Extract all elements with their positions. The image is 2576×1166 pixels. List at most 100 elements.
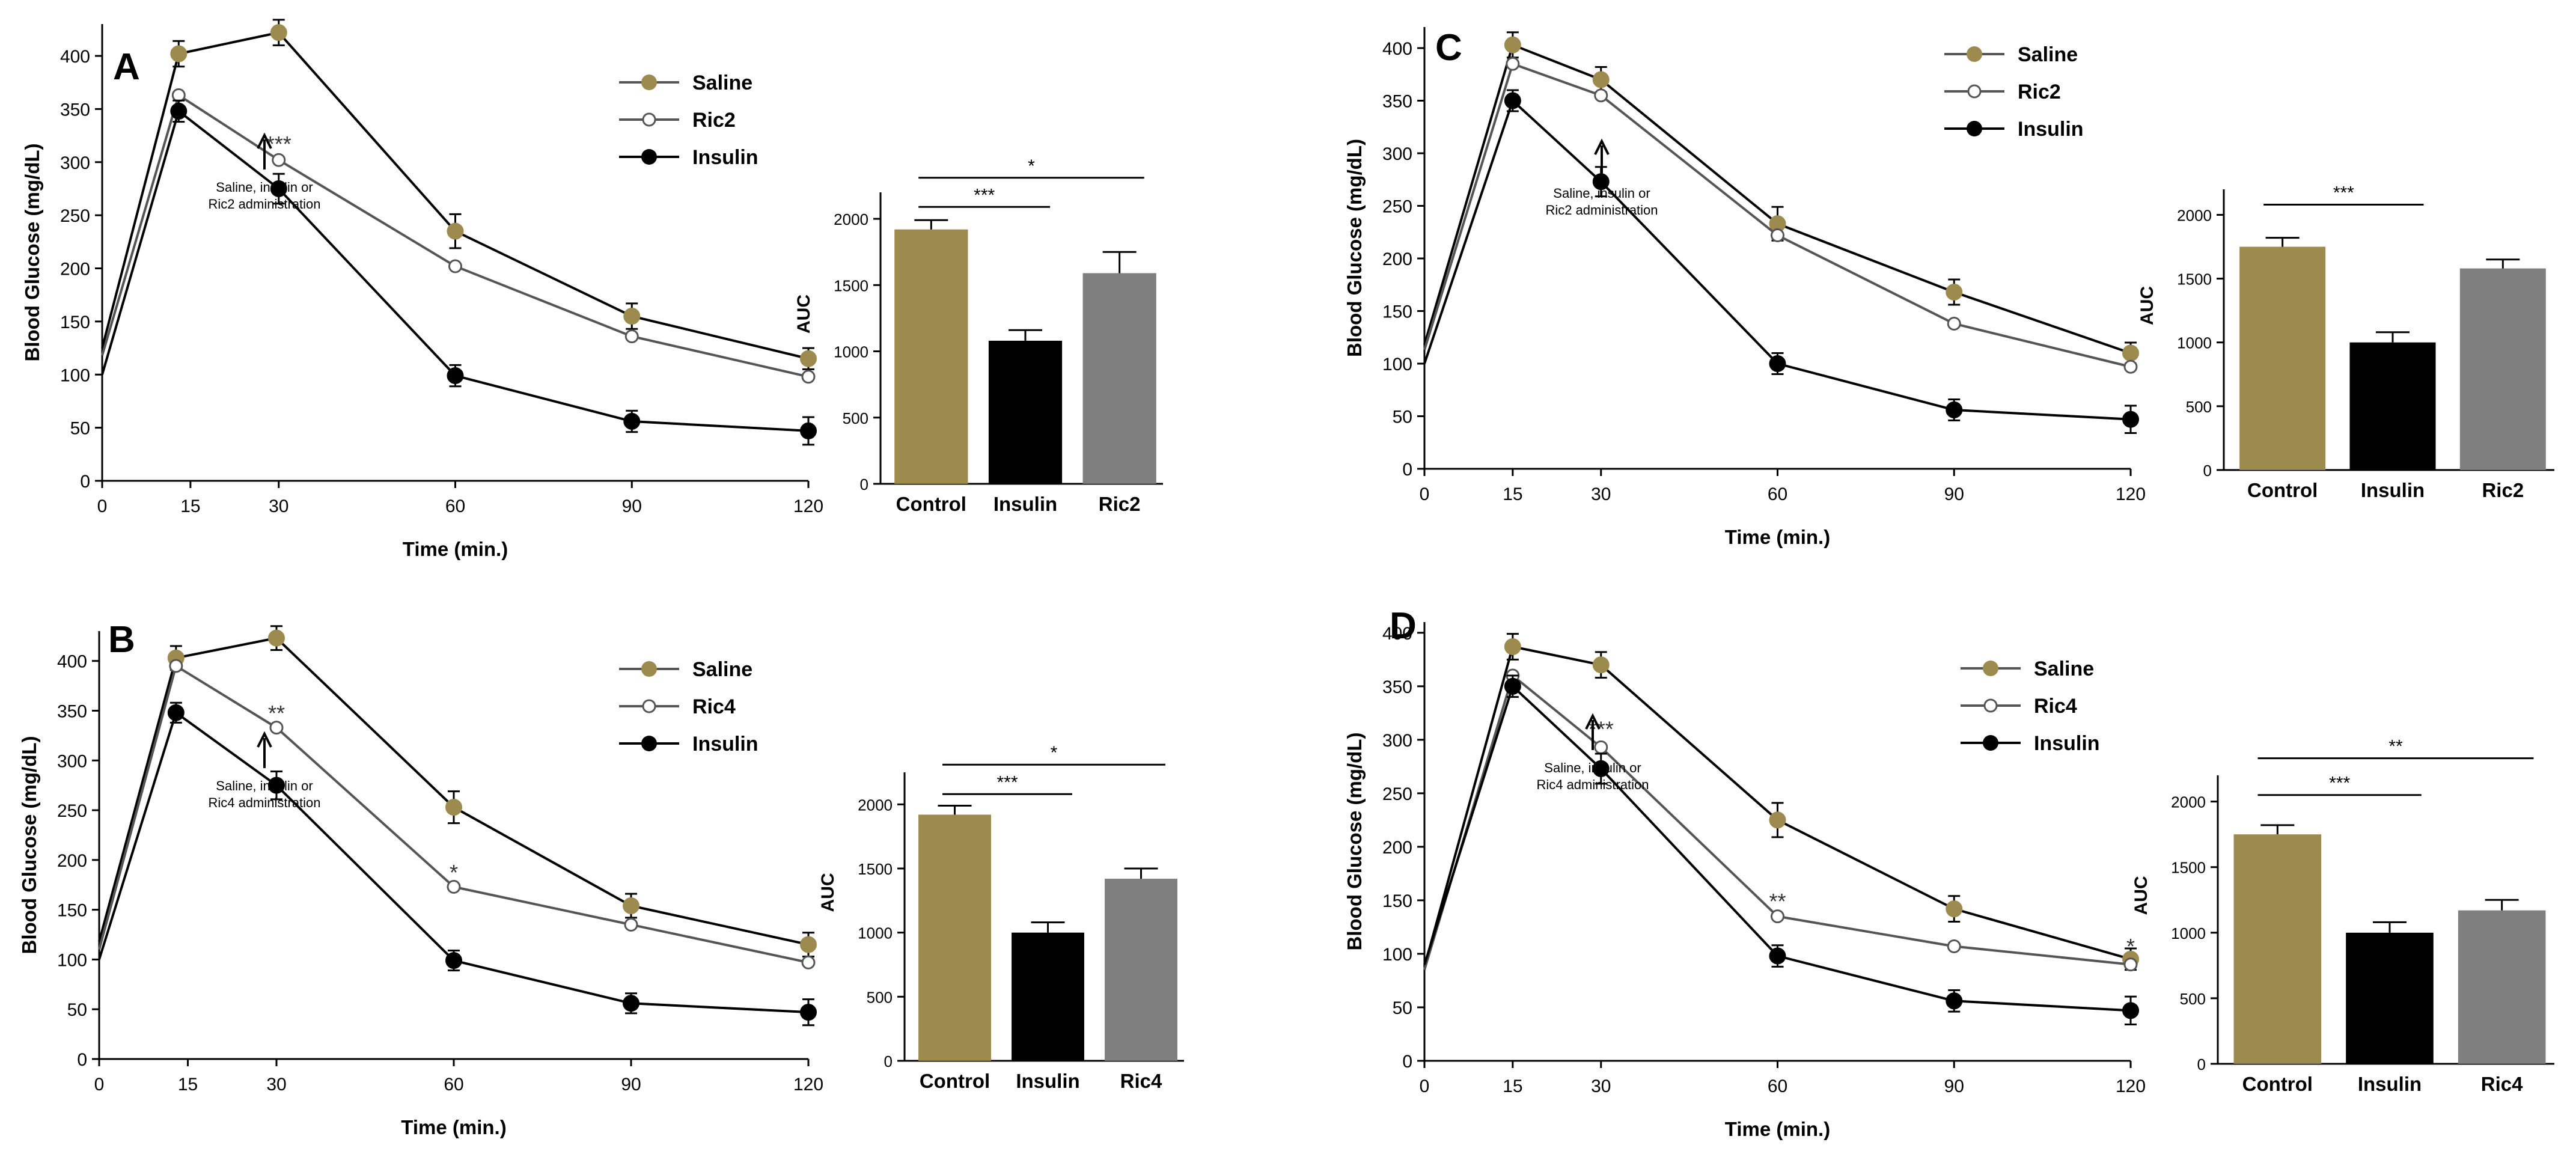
auc-y-label: AUC bbox=[2137, 286, 2157, 325]
panel-letter: C bbox=[1435, 27, 1462, 69]
x-tick-label: 30 bbox=[1591, 1076, 1611, 1096]
auc-y-tick-label: 1500 bbox=[2171, 859, 2206, 877]
arrow-head-icon bbox=[1594, 138, 1610, 155]
data-point bbox=[800, 350, 817, 367]
data-point bbox=[1592, 760, 1610, 777]
auc-bar-ric2 bbox=[1082, 273, 1156, 484]
data-point bbox=[624, 329, 639, 344]
y-tick-label: 300 bbox=[57, 751, 87, 771]
series-line bbox=[1423, 62, 2131, 368]
data-point bbox=[1771, 909, 1784, 924]
y-tick-label: 50 bbox=[1393, 407, 1412, 427]
auc-bar-control bbox=[2233, 834, 2322, 1064]
y-tick-label: 50 bbox=[70, 419, 90, 439]
series-line bbox=[98, 664, 809, 964]
data-point bbox=[1592, 656, 1610, 674]
auc-y-tick-label: 2000 bbox=[2177, 206, 2212, 224]
y-tick-label: 300 bbox=[1382, 144, 1412, 164]
significance-mark: ** bbox=[1769, 889, 1786, 914]
y-tick-label: 400 bbox=[1382, 624, 1412, 644]
y-tick-label: 200 bbox=[57, 851, 87, 871]
data-point bbox=[447, 880, 461, 894]
data-point bbox=[2123, 359, 2138, 374]
data-point bbox=[2122, 344, 2139, 362]
y-tick-label: 150 bbox=[1382, 302, 1412, 322]
legend-label: Insulin bbox=[692, 146, 758, 169]
series-insulin bbox=[101, 99, 817, 446]
x-tick-label: 0 bbox=[1420, 484, 1430, 504]
legend-marker bbox=[642, 699, 656, 713]
panel-letter: A bbox=[113, 46, 140, 88]
auc-y-label: AUC bbox=[794, 295, 814, 334]
auc-y-tick-label: 1500 bbox=[834, 276, 868, 295]
auc-significance-mark: *** bbox=[2333, 183, 2354, 203]
data-point bbox=[1506, 56, 1520, 71]
data-point bbox=[800, 422, 817, 439]
annotation-line-2: Ric2 administration bbox=[208, 197, 320, 212]
legend-label: Saline bbox=[692, 658, 752, 681]
data-point bbox=[801, 370, 816, 384]
legend-label: Insulin bbox=[692, 733, 758, 755]
annotation-line-1: Saline, insulin or bbox=[1553, 186, 1650, 201]
y-tick-label: 400 bbox=[1382, 39, 1412, 59]
x-tick-label: 90 bbox=[1944, 484, 1964, 504]
x-tick-label: 60 bbox=[444, 1075, 463, 1094]
x-tick-label: 15 bbox=[1503, 484, 1522, 504]
auc-y-tick-label: 1000 bbox=[2177, 334, 2212, 352]
auc-y-tick-label: 500 bbox=[867, 988, 893, 1006]
data-point bbox=[1592, 71, 1610, 88]
legend-marker bbox=[1983, 698, 1998, 713]
data-point bbox=[1504, 677, 1521, 695]
y-tick-label: 400 bbox=[60, 47, 90, 67]
data-point bbox=[1594, 88, 1608, 103]
auc-bar-control bbox=[894, 229, 968, 484]
data-point bbox=[1504, 638, 1521, 655]
data-point bbox=[268, 777, 285, 794]
data-point bbox=[2122, 1002, 2139, 1019]
data-point bbox=[270, 180, 287, 197]
auc-bar-insulin bbox=[2346, 932, 2434, 1064]
auc-significance-mark: * bbox=[1028, 156, 1035, 176]
series-saline bbox=[101, 19, 817, 370]
arrow-head-icon bbox=[257, 731, 272, 748]
legend-marker bbox=[641, 661, 657, 677]
auc-category-label: Control bbox=[920, 1070, 990, 1092]
legend-marker bbox=[641, 149, 657, 165]
y-tick-label: 350 bbox=[57, 701, 87, 721]
x-tick-label: 15 bbox=[180, 496, 200, 516]
legend-marker bbox=[1983, 735, 1998, 751]
arrow-head-icon bbox=[1585, 713, 1601, 730]
y-tick-label: 100 bbox=[1382, 945, 1412, 965]
auc-y-tick-label: 500 bbox=[843, 409, 868, 427]
auc-significance-mark: ** bbox=[2388, 737, 2403, 757]
x-tick-label: 0 bbox=[94, 1075, 105, 1094]
y-tick-label: 350 bbox=[60, 100, 90, 120]
x-axis-label: Time (min.) bbox=[401, 1116, 506, 1138]
auc-y-tick-label: 2000 bbox=[858, 796, 893, 814]
auc-significance-mark: * bbox=[1051, 743, 1058, 763]
data-point bbox=[1769, 947, 1786, 965]
auc-category-label: Insulin bbox=[2358, 1073, 2422, 1095]
x-tick-label: 15 bbox=[178, 1075, 198, 1094]
y-tick-label: 250 bbox=[60, 206, 90, 226]
x-tick-label: 90 bbox=[1944, 1076, 1964, 1096]
y-tick-label: 0 bbox=[77, 1050, 87, 1070]
series-line bbox=[1423, 43, 2131, 355]
x-tick-label: 30 bbox=[1591, 484, 1611, 504]
data-point bbox=[269, 721, 284, 735]
auc-y-tick-label: 1000 bbox=[834, 343, 868, 361]
data-point bbox=[623, 995, 639, 1012]
legend-label: Saline bbox=[2018, 43, 2078, 66]
data-point bbox=[1504, 92, 1521, 109]
legend-label: Ric4 bbox=[692, 695, 736, 718]
auc-y-tick-label: 500 bbox=[2180, 990, 2206, 1008]
auc-category-label: Control bbox=[2247, 479, 2318, 501]
data-point bbox=[800, 936, 817, 953]
legend: Saline Ric4 Insulin bbox=[619, 658, 758, 755]
data-point bbox=[624, 917, 638, 932]
significance-mark: *** bbox=[266, 132, 291, 156]
annotation-line-2: Ric2 administration bbox=[1545, 203, 1658, 218]
data-point bbox=[1947, 939, 1961, 953]
y-tick-label: 250 bbox=[57, 801, 87, 821]
data-point bbox=[623, 413, 641, 430]
